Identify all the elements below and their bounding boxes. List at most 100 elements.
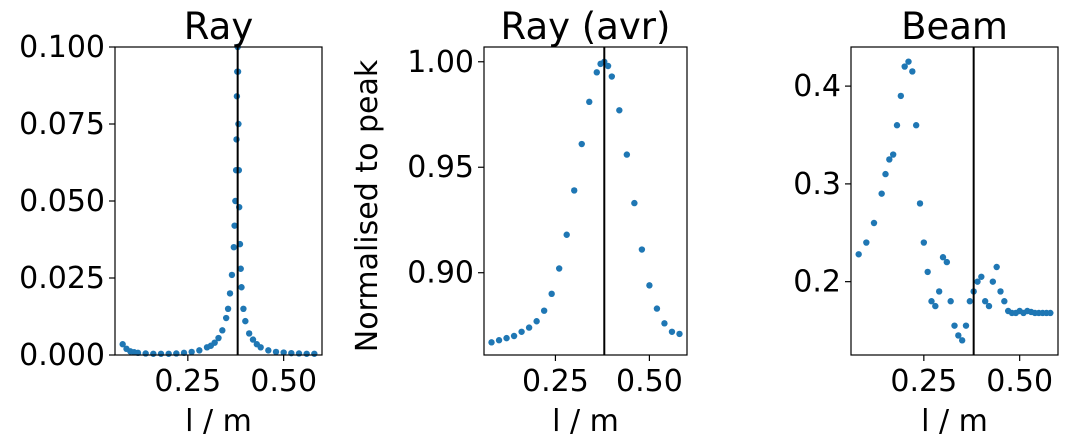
data-point [974,278,981,285]
data-point [563,231,570,238]
x-axis-label: l / m [921,404,988,439]
y-tick-label: 0.2 [793,265,841,300]
x-tick-label: 0.25 [522,364,589,399]
data-point [905,58,912,65]
data-point [646,282,653,289]
data-point [993,263,1000,271]
data-point [211,339,218,346]
data-point [238,284,245,291]
data-point [889,151,897,158]
data-point [495,337,503,344]
data-point [571,187,578,194]
data-point [518,328,525,335]
y-tick-label: 0.95 [407,150,474,185]
data-point [912,122,920,129]
axes-frame [114,46,323,356]
data-point [623,151,631,158]
data-point [219,327,226,334]
chart-panel-0: 0.000 0.025 0.050 0.075 0.100 0.25 0.50 Ray l / … [19,5,323,439]
data-point [233,136,240,143]
data-point [676,330,683,338]
data-point [916,200,924,207]
chart-title: Ray (avr) [501,5,671,48]
data-point [578,140,585,148]
y-axis-label: Normalised to peak [350,59,385,352]
data-point [878,190,885,197]
y-tick-label: 0.075 [19,107,105,142]
data-point [303,350,310,357]
data-point [616,107,623,114]
data-point [586,98,593,106]
data-point [237,265,244,272]
x-tick-label: 0.50 [616,364,683,399]
data-point [668,328,676,335]
data-point [240,305,247,312]
data-point [985,302,993,310]
data-point [280,349,287,356]
data-point [608,73,616,80]
data-point [631,199,638,207]
data-point [150,350,157,357]
data-point [503,334,510,342]
data-point [230,244,238,251]
data-point [525,324,533,331]
data-point [661,320,668,327]
data-point [935,288,943,295]
data-point [920,239,928,246]
data-point [604,62,612,70]
data-point [863,239,870,246]
data-point [533,318,540,325]
data-point [962,322,970,329]
chart-panel-2: 0.2 0.3 0.4 0.25 0.50 Beam l / m [793,5,1059,439]
data-point [928,298,935,305]
data-point [142,350,149,357]
data-point [886,156,893,163]
data-point [188,348,195,356]
data-point [265,347,272,354]
data-point [653,305,661,312]
y-tick-label: 0.025 [19,261,105,296]
data-point [932,302,939,310]
data-point [893,122,901,129]
y-tick-label: 0.050 [19,184,105,219]
data-point [157,350,165,357]
x-tick-label: 0.25 [890,364,957,399]
y-tick-label: 0.4 [793,69,841,104]
data-point [997,288,1004,295]
data-point [924,268,931,276]
data-points [488,58,683,346]
data-point [226,290,234,297]
data-point [943,258,951,266]
y-tick-label: 0.90 [407,256,474,291]
data-point [242,317,249,325]
y-tick-label: 0.000 [19,338,105,373]
data-point [215,334,222,342]
chart-panel-1: 0.90 0.95 1.00 0.25 0.50 Ray (avr) l / m Normal… [350,5,688,439]
x-tick-label: 0.25 [154,364,221,399]
data-point [510,332,518,340]
data-point [540,307,548,314]
x-tick-label: 0.50 [986,364,1053,399]
data-point [955,332,962,339]
data-points [855,58,1054,344]
data-point [958,337,966,344]
data-point [593,69,600,76]
data-point [981,298,989,305]
data-point [548,290,555,298]
data-point [901,63,908,70]
data-point [897,92,905,100]
data-point [231,222,238,229]
data-point [235,167,243,174]
x-axis-label: l / m [552,404,619,439]
data-point [222,314,230,322]
data-point [947,298,954,305]
axes-frame [850,46,1059,356]
data-point [989,278,997,285]
data-point [951,322,958,329]
data-point [249,336,257,343]
data-point [119,341,126,348]
x-tick-label: 0.50 [250,364,317,399]
y-tick-label: 0.3 [793,167,841,202]
data-point [224,305,232,312]
